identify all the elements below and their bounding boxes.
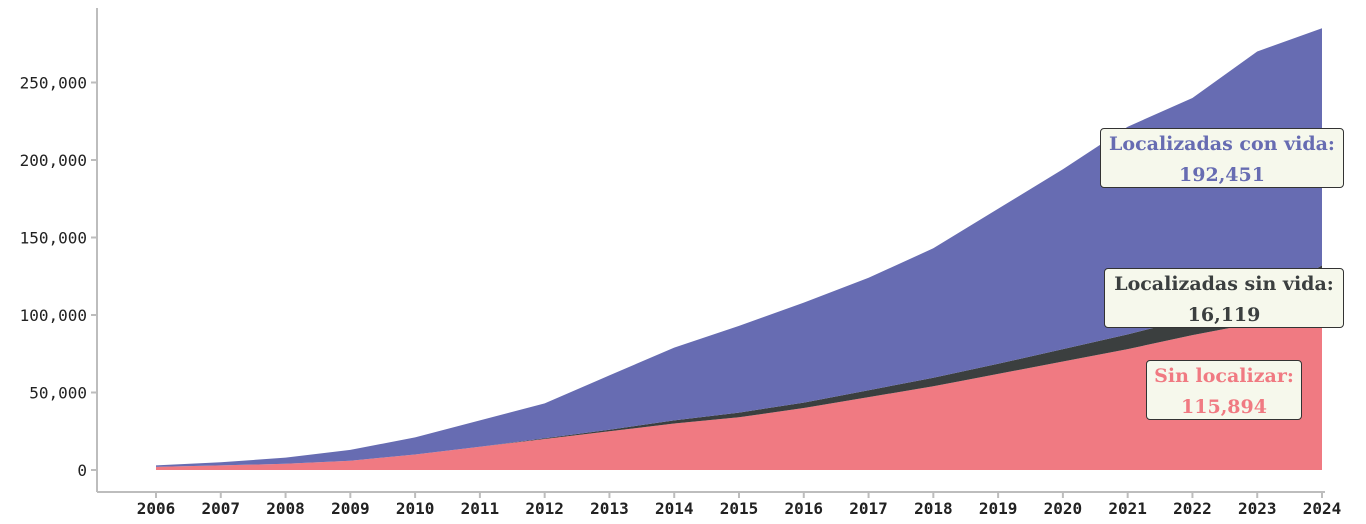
annotation-sin-localizar-label: Sin localizar: <box>1154 365 1294 387</box>
x-tick-label: 2011 <box>461 499 500 518</box>
x-tick-label: 2008 <box>266 499 305 518</box>
annotation-localizadas-con-vida-value: 192,451 <box>1179 164 1265 186</box>
x-tick-label: 2012 <box>525 499 564 518</box>
x-tick-label: 2021 <box>1108 499 1147 518</box>
y-tick-label: 250,000 <box>20 74 87 93</box>
area-localizadas-con-vida <box>156 28 1322 467</box>
y-tick-label: 0 <box>77 461 87 480</box>
y-axis: 0 50,000 100,000 150,000 200,000 250,000 <box>20 8 98 492</box>
x-tick-label: 2013 <box>590 499 629 518</box>
annotation-localizadas-sin-vida-label: Localizadas sin vida: <box>1114 273 1334 295</box>
x-tick-label: 2007 <box>202 499 241 518</box>
annotation-localizadas-con-vida-label: Localizadas con vida: <box>1109 133 1335 155</box>
annotation-localizadas-con-vida: Localizadas con vida: 192,451 <box>1100 128 1344 188</box>
x-tick-label: 2014 <box>655 499 694 518</box>
area-series-group <box>156 28 1322 470</box>
annotation-localizadas-sin-vida-value: 16,119 <box>1187 304 1261 326</box>
x-tick-label: 2017 <box>849 499 888 518</box>
y-tick-label: 150,000 <box>20 229 87 248</box>
annotation-sin-localizar-value: 115,894 <box>1181 396 1267 418</box>
annotation-sin-localizar: Sin localizar: 115,894 <box>1146 360 1302 420</box>
x-tick-label: 2018 <box>914 499 953 518</box>
x-tick-label: 2024 <box>1303 499 1342 518</box>
area-sin-localizar <box>156 290 1322 470</box>
y-tick-label: 200,000 <box>20 151 87 170</box>
y-tick-label: 50,000 <box>29 384 87 403</box>
x-tick-label: 2022 <box>1173 499 1212 518</box>
x-tick-label: 2019 <box>979 499 1018 518</box>
annotation-localizadas-sin-vida: Localizadas sin vida: 16,119 <box>1104 268 1344 328</box>
x-tick-label: 2016 <box>785 499 824 518</box>
x-tick-label: 2006 <box>137 499 176 518</box>
x-tick-label: 2009 <box>331 499 370 518</box>
x-tick-label: 2010 <box>396 499 435 518</box>
y-tick-label: 100,000 <box>20 306 87 325</box>
x-tick-label: 2023 <box>1238 499 1277 518</box>
x-axis: 2006 2007 2008 2009 2010 2011 2012 2013 2014 2015… <box>97 491 1342 518</box>
x-tick-label: 2015 <box>720 499 759 518</box>
x-tick-label: 2020 <box>1044 499 1083 518</box>
